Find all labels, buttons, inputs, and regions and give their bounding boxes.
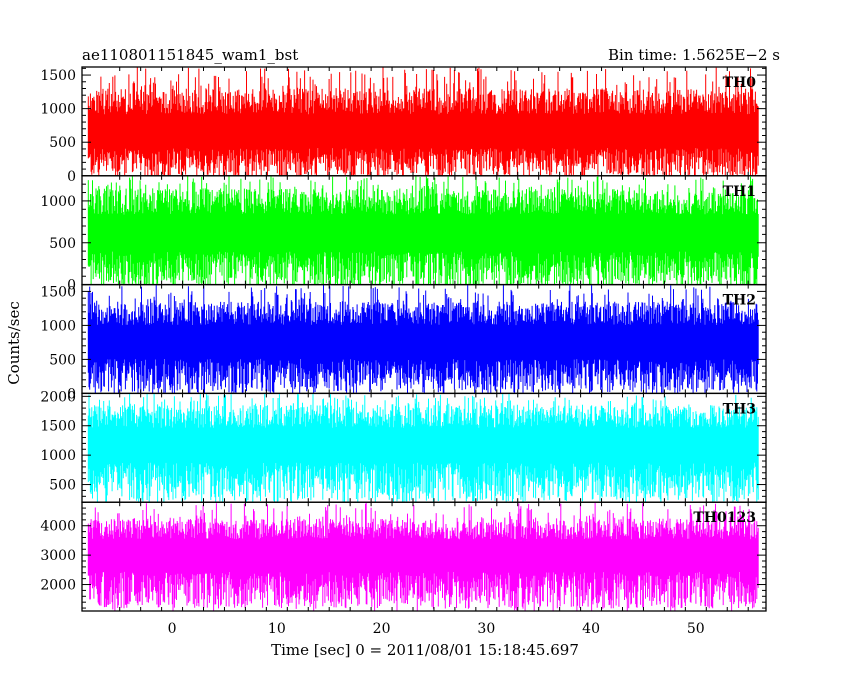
panel-label: TH0 (723, 75, 757, 91)
y-tick-label: 1500 (40, 284, 76, 300)
panel-frame (81, 501, 767, 612)
x-tick-label: 10 (268, 621, 286, 637)
y-tick-label: 1500 (40, 68, 76, 84)
series-th0 (87, 67, 759, 176)
y-tick-label: 1000 (40, 318, 76, 334)
y-tick-label: 2000 (40, 578, 76, 594)
y-tick-label: 500 (49, 352, 76, 368)
series-th0123 (87, 502, 759, 611)
x-axis-title: Time [sec] 0 = 2011/08/01 15:18:45.697 (271, 641, 579, 659)
panel-label: TH1 (723, 184, 756, 200)
x-tick-label: 50 (687, 621, 705, 637)
panel-th1: 0 500 1000 TH1 (40, 175, 767, 294)
y-tick-label: 500 (49, 478, 76, 494)
panel-th3: 500 1000 1500 2000 TH3 (40, 389, 767, 503)
panel-label: TH2 (723, 293, 756, 309)
y-tick-label: 500 (49, 135, 76, 151)
series-th1 (87, 175, 759, 285)
series-th2 (87, 284, 759, 394)
y-tick-label: 0 (67, 386, 76, 402)
x-tick-label: 20 (373, 621, 391, 637)
plot-title-left: ae110801151845_wam1_bst (82, 46, 298, 64)
y-tick-label: 3000 (40, 548, 76, 564)
y-tick-label: 1000 (40, 448, 76, 464)
panel-th0: 0 500 1000 1500 TH0 (40, 66, 767, 185)
x-tick-label: 30 (477, 621, 495, 637)
y-tick-label: 0 (67, 278, 76, 294)
panel-th0123: 2000 3000 4000 TH0123 (40, 501, 767, 612)
y-tick-label: 1000 (40, 102, 76, 118)
panel-th2: 0 500 1000 1500 TH2 (40, 283, 767, 402)
x-tick-label: 40 (582, 621, 600, 637)
y-tick-label: 1500 (40, 419, 76, 435)
y-tick-label: 2000 (40, 389, 76, 405)
plot-title-right: Bin time: 1.5625E−2 s (608, 46, 780, 64)
y-axis-title: Counts/sec (5, 301, 23, 385)
y-tick-label: 0 (67, 169, 76, 185)
panel-label: TH3 (723, 401, 756, 417)
x-tick-label: 0 (168, 621, 177, 637)
y-tick-label: 500 (49, 236, 76, 252)
panel-label: TH0123 (693, 510, 756, 526)
y-tick-label: 4000 (40, 519, 76, 535)
series-th3 (87, 393, 759, 503)
y-tick-label: 1000 (40, 194, 76, 210)
